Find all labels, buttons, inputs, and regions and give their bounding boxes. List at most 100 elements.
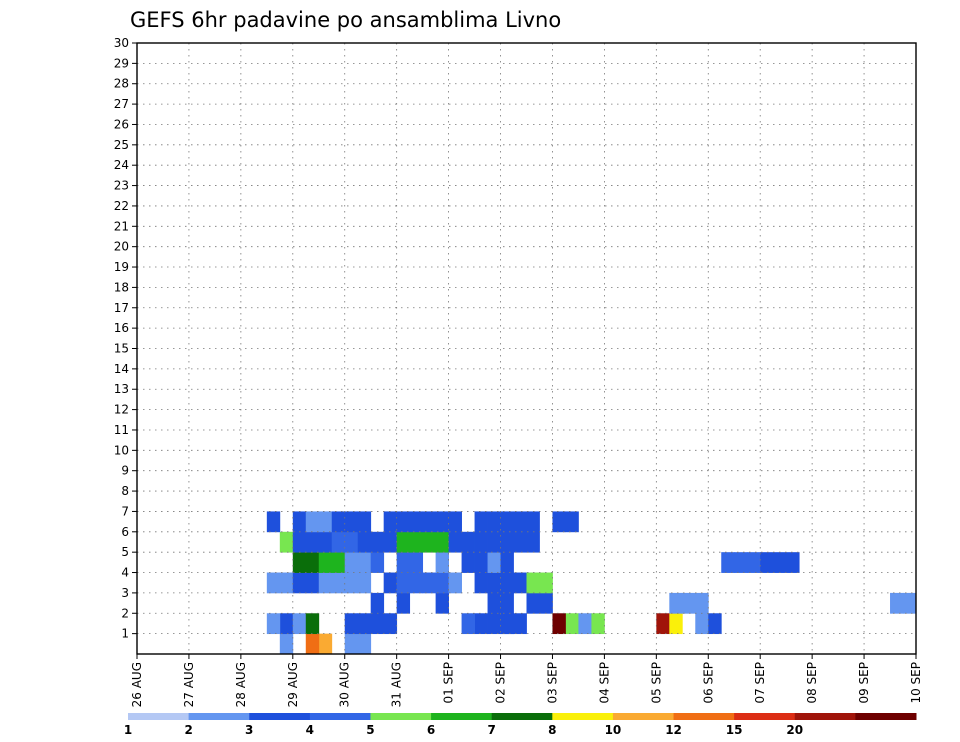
grid-layer bbox=[137, 43, 916, 654]
heatmap-cell bbox=[370, 613, 385, 635]
y-tick-label: 11 bbox=[114, 423, 129, 437]
heatmap-cell bbox=[474, 531, 488, 553]
heatmap-cell bbox=[396, 511, 411, 533]
heatmap-cell bbox=[890, 592, 904, 614]
legend-label: 6 bbox=[427, 723, 435, 737]
y-tick-label: 2 bbox=[121, 606, 129, 620]
y-tick-label: 27 bbox=[114, 97, 129, 111]
y-tick-label: 21 bbox=[114, 219, 129, 233]
heatmap-cell bbox=[539, 572, 553, 594]
legend-label: 2 bbox=[184, 723, 192, 737]
heatmap-cell bbox=[383, 511, 398, 533]
x-tick-label: 09 SEP bbox=[857, 662, 871, 704]
heatmap-cell bbox=[422, 572, 437, 594]
legend-swatch bbox=[794, 713, 856, 720]
x-tick-label: 03 SEP bbox=[545, 662, 559, 704]
x-tick-label: 31 AUG bbox=[390, 662, 404, 707]
heatmap-cell bbox=[331, 552, 346, 573]
legend-swatch bbox=[491, 713, 553, 720]
legend-swatch bbox=[734, 713, 796, 720]
heatmap-cell bbox=[487, 592, 501, 614]
heatmap-cell bbox=[357, 552, 372, 573]
heatmap-cell bbox=[669, 613, 683, 635]
heatmap-cell bbox=[487, 531, 501, 553]
heatmap-cell bbox=[266, 511, 281, 533]
heatmap-cell bbox=[526, 592, 540, 614]
heatmap-cell bbox=[591, 613, 605, 635]
heatmap-cell bbox=[357, 572, 372, 594]
x-tick-label: 28 AUG bbox=[234, 662, 248, 707]
heatmap-cell bbox=[474, 572, 488, 594]
heatmap-cell bbox=[565, 511, 579, 533]
heatmap-cell bbox=[292, 552, 307, 573]
heatmap-cell bbox=[422, 511, 437, 533]
heatmap-cell bbox=[396, 572, 411, 594]
legend-label: 4 bbox=[306, 723, 314, 737]
heatmap-cell bbox=[344, 633, 359, 655]
heatmap-cell bbox=[500, 572, 514, 594]
x-tick-label: 27 AUG bbox=[182, 662, 196, 707]
legend-swatch bbox=[855, 713, 917, 720]
y-tick-label: 29 bbox=[114, 56, 129, 70]
heatmap-cell bbox=[513, 531, 527, 553]
heatmap-cell bbox=[305, 633, 320, 655]
heatmap-cell bbox=[357, 613, 372, 635]
heatmap-cell bbox=[370, 531, 385, 553]
legend-label: 8 bbox=[548, 723, 556, 737]
heatmap-cell bbox=[383, 613, 398, 635]
heatmap-cell bbox=[370, 552, 385, 573]
heatmap-cell bbox=[695, 613, 709, 635]
heatmap-cell bbox=[305, 613, 320, 635]
heatmap-cell bbox=[526, 511, 540, 533]
heatmap-cell bbox=[708, 613, 722, 635]
heatmap-cell bbox=[565, 613, 579, 635]
y-tick-label: 3 bbox=[121, 586, 129, 600]
legend-label: 10 bbox=[605, 723, 622, 737]
heatmap-cell bbox=[500, 552, 514, 573]
y-tick-label: 19 bbox=[114, 260, 129, 274]
heatmap-cell bbox=[747, 552, 761, 573]
heatmap-cell bbox=[435, 531, 449, 553]
heatmap-cell bbox=[305, 572, 320, 594]
heatmap-cell bbox=[487, 613, 501, 635]
heatmap-cell bbox=[578, 613, 592, 635]
y-tick-label: 30 bbox=[114, 36, 129, 50]
y-tick-label: 1 bbox=[121, 627, 129, 641]
heatmap-cell bbox=[331, 572, 346, 594]
heatmap-cell bbox=[279, 633, 294, 655]
y-tick-label: 15 bbox=[114, 342, 129, 356]
y-tick-label: 13 bbox=[114, 382, 129, 396]
heatmap-cell bbox=[292, 531, 307, 553]
heatmap-cell bbox=[474, 552, 488, 573]
heatmap-cell bbox=[266, 613, 281, 635]
y-tick-label: 17 bbox=[114, 301, 129, 315]
legend-label: 1 bbox=[124, 723, 132, 737]
y-tick-label: 25 bbox=[114, 138, 129, 152]
heatmap-cell bbox=[513, 613, 527, 635]
heatmap-cell bbox=[500, 613, 514, 635]
heatmap-cell bbox=[552, 511, 566, 533]
heatmap-cell bbox=[487, 572, 501, 594]
heatmap-cell bbox=[526, 531, 540, 553]
heatmap-cell bbox=[292, 572, 307, 594]
legend-swatch bbox=[128, 713, 190, 720]
heatmap-cell bbox=[409, 511, 424, 533]
heatmap-cell bbox=[292, 511, 307, 533]
y-tick-label: 18 bbox=[114, 280, 129, 294]
heatmap-cell bbox=[409, 531, 424, 553]
heatmap-cell bbox=[448, 572, 462, 594]
x-tick-label: 02 SEP bbox=[494, 662, 508, 704]
y-tick-label: 10 bbox=[114, 443, 129, 457]
y-tick-label: 26 bbox=[114, 117, 129, 131]
heatmap-cell bbox=[370, 592, 385, 614]
legend-label: 5 bbox=[366, 723, 374, 737]
legend-swatch bbox=[612, 713, 675, 720]
x-tick-label: 30 AUG bbox=[338, 662, 352, 707]
heatmap-cell bbox=[279, 613, 294, 635]
heatmap-cell bbox=[435, 592, 449, 614]
heatmap-cell bbox=[344, 531, 359, 553]
heatmap-cell bbox=[435, 552, 449, 573]
heatmap-cell bbox=[760, 552, 774, 573]
heatmap-cell bbox=[318, 531, 333, 553]
